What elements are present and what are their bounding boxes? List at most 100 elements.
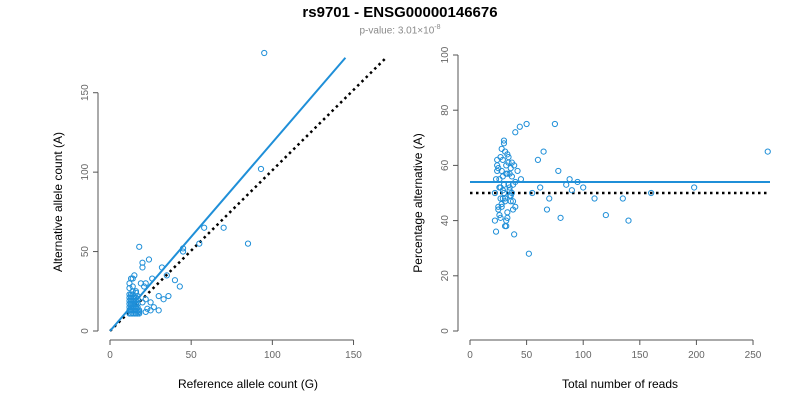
left-data-point	[139, 259, 146, 266]
left-data-point	[136, 308, 143, 316]
right-data-point	[501, 195, 509, 202]
left-data-point	[155, 307, 162, 314]
left-x-tick-label: 150	[345, 350, 362, 361]
left-data-point	[163, 272, 170, 279]
left-data-point	[134, 296, 141, 303]
left-y-tick-label: 50	[80, 246, 91, 258]
right-data-point	[625, 217, 632, 224]
right-data-point	[503, 162, 510, 169]
right-y-tick-label: 60	[440, 159, 451, 171]
right-x-tick-label: 200	[688, 350, 705, 361]
left-data-point	[201, 224, 208, 231]
right-data-point	[499, 173, 506, 180]
left-y-tick-label: 0	[80, 328, 91, 334]
left-data-point	[139, 299, 146, 306]
right-data-point	[555, 167, 562, 175]
left-data-point	[145, 256, 153, 263]
left-data-point	[261, 49, 268, 57]
right-y-tick-label: 20	[440, 270, 451, 282]
left-x-tick-label: 50	[186, 350, 198, 361]
left-data-point	[142, 296, 149, 303]
left-data-point	[129, 275, 136, 282]
allele-count-scatter: 0 50 100 150 0 50 100 150 Reference allele count…	[51, 49, 387, 391]
left-data-point	[132, 289, 140, 296]
p-value-text: p-value: 3.01×10	[359, 25, 435, 37]
right-data-point	[491, 189, 499, 197]
left-data-point	[171, 277, 179, 284]
right-data-point	[551, 120, 559, 128]
left-data-point	[140, 283, 148, 290]
right-data-point	[492, 228, 500, 235]
left-data-point	[155, 292, 162, 300]
right-data-point	[506, 170, 513, 177]
right-y-tick-label: 80	[440, 104, 451, 116]
left-y-axis-title: Alternative allele count (A)	[51, 132, 65, 272]
right-data-point	[506, 184, 513, 191]
left-x-tick-label: 0	[107, 350, 113, 361]
p-value-subtitle: p-value: 3.01×10-8	[0, 24, 800, 36]
left-data-point	[147, 299, 154, 306]
left-data-point	[129, 288, 136, 295]
right-x-tick-label: 0	[467, 350, 473, 361]
right-data-point	[499, 195, 506, 202]
right-data-point	[512, 129, 519, 136]
right-data-point	[580, 184, 587, 191]
percentage-alternative-scatter: 0 50 100 150 200 250 0 20 40 60 80 100 Total number …	[411, 46, 771, 391]
right-data-point	[691, 184, 698, 191]
right-data-point	[497, 195, 504, 202]
left-data-point	[147, 307, 154, 314]
left-data-point	[131, 272, 138, 279]
right-x-tick-label: 250	[745, 350, 762, 361]
right-data-point	[543, 206, 551, 213]
right-data-point	[498, 203, 505, 210]
left-data-point	[179, 248, 187, 255]
right-data-point	[497, 154, 504, 161]
right-data-point	[557, 214, 564, 221]
right-data-point	[500, 137, 508, 144]
right-y-axis-title: Percentage alternative (A)	[411, 133, 425, 272]
right-data-point	[508, 159, 515, 166]
right-data-point	[500, 189, 508, 197]
left-data-point	[126, 285, 133, 292]
left-data-point	[220, 224, 227, 231]
left-data-point	[244, 240, 252, 247]
right-data-point	[648, 189, 655, 197]
right-data-point	[546, 195, 553, 202]
left-x-tick-label: 100	[264, 350, 281, 361]
left-data-point	[136, 243, 143, 250]
right-data-point	[534, 156, 542, 163]
right-data-point	[619, 195, 626, 202]
right-data-point	[540, 148, 547, 155]
left-data-point	[176, 283, 183, 290]
right-data-point	[504, 214, 511, 221]
p-value-exponent: -8	[434, 24, 441, 31]
right-data-point	[507, 165, 514, 172]
right-data-point	[498, 200, 505, 208]
right-data-point	[602, 211, 609, 219]
right-data-point	[529, 189, 536, 197]
left-x-axis-title: Reference allele count (G)	[178, 377, 318, 391]
right-data-point	[511, 231, 518, 238]
left-data-point	[142, 280, 149, 287]
right-data-point	[494, 156, 501, 163]
left-data-point	[150, 304, 157, 311]
right-data-point	[491, 217, 499, 224]
left-data-point	[160, 296, 167, 303]
left-y-tick-label: 150	[80, 84, 91, 101]
left-data-point	[257, 165, 265, 173]
right-data-point	[591, 195, 598, 202]
right-data-point	[497, 214, 504, 221]
right-data-point	[501, 223, 509, 230]
left-data-point	[165, 292, 172, 300]
right-data-point	[503, 217, 510, 224]
right-y-tick-label: 40	[440, 215, 451, 227]
right-data-point	[504, 170, 511, 177]
left-data-point	[144, 305, 151, 312]
right-data-point	[516, 123, 523, 130]
right-data-point	[507, 198, 514, 205]
right-data-point	[504, 209, 511, 216]
right-data-point	[514, 167, 521, 175]
right-data-point	[506, 192, 513, 199]
left-reference-line	[109, 56, 387, 332]
right-data-point	[764, 148, 771, 155]
